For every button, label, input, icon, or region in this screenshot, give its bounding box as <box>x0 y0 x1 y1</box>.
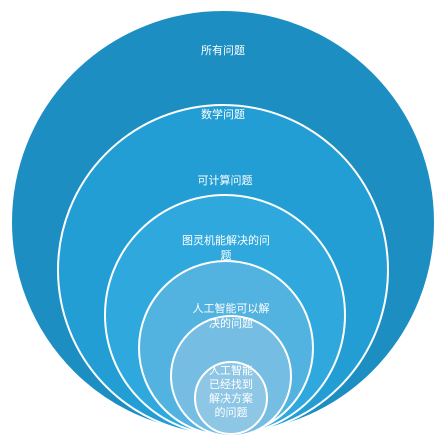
circle-label-4: 图灵机能解决的问题 <box>182 233 270 262</box>
circle-label-2-line-1: 数学问题 <box>201 107 245 121</box>
circle-label-1-line-1: 所有问题 <box>201 43 245 57</box>
circle-label-6-line-1: 人工智能 <box>209 363 253 377</box>
circle-label-2: 数学问题 <box>201 107 245 121</box>
circle-label-6-line-4: 的问题 <box>215 405 248 419</box>
circle-label-4-line-1: 图灵机能解决的问 <box>182 233 270 247</box>
circle-label-3: 可计算问题 <box>198 173 253 187</box>
circle-layers <box>10 9 436 437</box>
circle-label-6-line-3: 解决方案 <box>209 391 253 405</box>
circle-label-3-line-1: 可计算问题 <box>198 173 253 187</box>
circle-label-5-line-2: 决的问题 <box>209 316 253 330</box>
circle-label-5: 人工智能可以解决的问题 <box>193 301 270 330</box>
circle-label-5-line-1: 人工智能可以解 <box>193 301 270 315</box>
circle-label-6-line-2: 已经找到 <box>209 377 253 391</box>
circle-label-1: 所有问题 <box>201 43 245 57</box>
circle-layer-6 <box>194 361 268 435</box>
circle-labels: 所有问题数学问题可计算问题图灵机能解决的问题人工智能可以解决的问题人工智能已经找… <box>182 43 270 419</box>
circle-label-6: 人工智能已经找到解决方案的问题 <box>209 363 253 419</box>
circle-label-4-line-2: 题 <box>221 249 232 262</box>
